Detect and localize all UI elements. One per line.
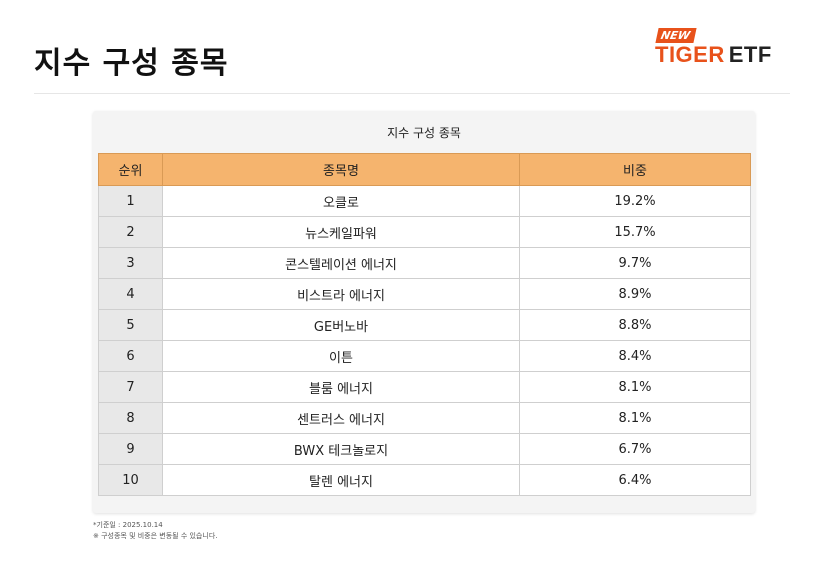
stock-name-cell: BWX 테크놀로지	[162, 433, 520, 465]
header-divider	[34, 93, 790, 94]
weight-cell: 9.7%	[519, 247, 751, 279]
stock-name-cell: 블룸 에너지	[162, 371, 520, 403]
weight-cell: 8.1%	[519, 371, 751, 403]
table-row: 3 콘스텔레이션 에너지 9.7%	[98, 247, 751, 279]
weight-cell: 6.7%	[519, 433, 751, 465]
rank-cell: 4	[98, 278, 163, 310]
holdings-panel: 지수 구성 종목 순위 종목명 비중 1 오클로 19.2% 2 뉴스케일파워 …	[93, 111, 755, 513]
table-row: 1 오클로 19.2%	[98, 185, 751, 217]
rank-cell: 7	[98, 371, 163, 403]
table-row: 6 이튼 8.4%	[98, 340, 751, 372]
rank-cell: 10	[98, 464, 163, 496]
stock-name-cell: 비스트라 에너지	[162, 278, 520, 310]
rank-cell: 6	[98, 340, 163, 372]
rank-cell: 9	[98, 433, 163, 465]
page-title: 지수 구성 종목	[34, 46, 229, 81]
table-header-row: 순위 종목명 비중	[98, 153, 751, 186]
table-row: 10 탈렌 에너지 6.4%	[98, 464, 751, 496]
rank-cell: 5	[98, 309, 163, 341]
stock-name-cell: 오클로	[162, 185, 520, 217]
rank-cell: 3	[98, 247, 163, 279]
column-header-name: 종목명	[162, 153, 520, 186]
table-row: 2 뉴스케일파워 15.7%	[98, 216, 751, 248]
tiger-etf-logo: NEW TIGER ETF	[655, 28, 785, 78]
footnote-base-date: *기준일 : 2025.10.14	[93, 521, 163, 529]
table-caption: 지수 구성 종목	[387, 126, 461, 140]
holdings-table: 순위 종목명 비중 1 오클로 19.2% 2 뉴스케일파워 15.7% 3 콘…	[98, 153, 751, 496]
table-row: 5 GE버노바 8.8%	[98, 309, 751, 341]
column-header-weight: 비중	[519, 153, 751, 186]
weight-cell: 8.9%	[519, 278, 751, 310]
stock-name-cell: 탈렌 에너지	[162, 464, 520, 496]
weight-cell: 8.8%	[519, 309, 751, 341]
table-row: 4 비스트라 에너지 8.9%	[98, 278, 751, 310]
table-row: 9 BWX 테크놀로지 6.7%	[98, 433, 751, 465]
weight-cell: 8.4%	[519, 340, 751, 372]
weight-cell: 6.4%	[519, 464, 751, 496]
logo-etf-text: ETF	[728, 42, 772, 67]
table-row: 8 센트러스 에너지 8.1%	[98, 402, 751, 434]
table-row: 7 블룸 에너지 8.1%	[98, 371, 751, 403]
stock-name-cell: 콘스텔레이션 에너지	[162, 247, 520, 279]
weight-cell: 8.1%	[519, 402, 751, 434]
footnote-notice: ※ 구성종목 및 비중은 변동될 수 있습니다.	[93, 532, 218, 540]
column-header-rank: 순위	[98, 153, 163, 186]
rank-cell: 2	[98, 216, 163, 248]
logo-tiger-text: TIGER	[655, 42, 725, 67]
rank-cell: 8	[98, 402, 163, 434]
rank-cell: 1	[98, 185, 163, 217]
stock-name-cell: 센트러스 에너지	[162, 402, 520, 434]
logo-wordmark: TIGER ETF	[655, 42, 772, 68]
logo-new-badge: NEW	[655, 28, 697, 43]
stock-name-cell: GE버노바	[162, 309, 520, 341]
stock-name-cell: 뉴스케일파워	[162, 216, 520, 248]
weight-cell: 15.7%	[519, 216, 751, 248]
weight-cell: 19.2%	[519, 185, 751, 217]
stock-name-cell: 이튼	[162, 340, 520, 372]
